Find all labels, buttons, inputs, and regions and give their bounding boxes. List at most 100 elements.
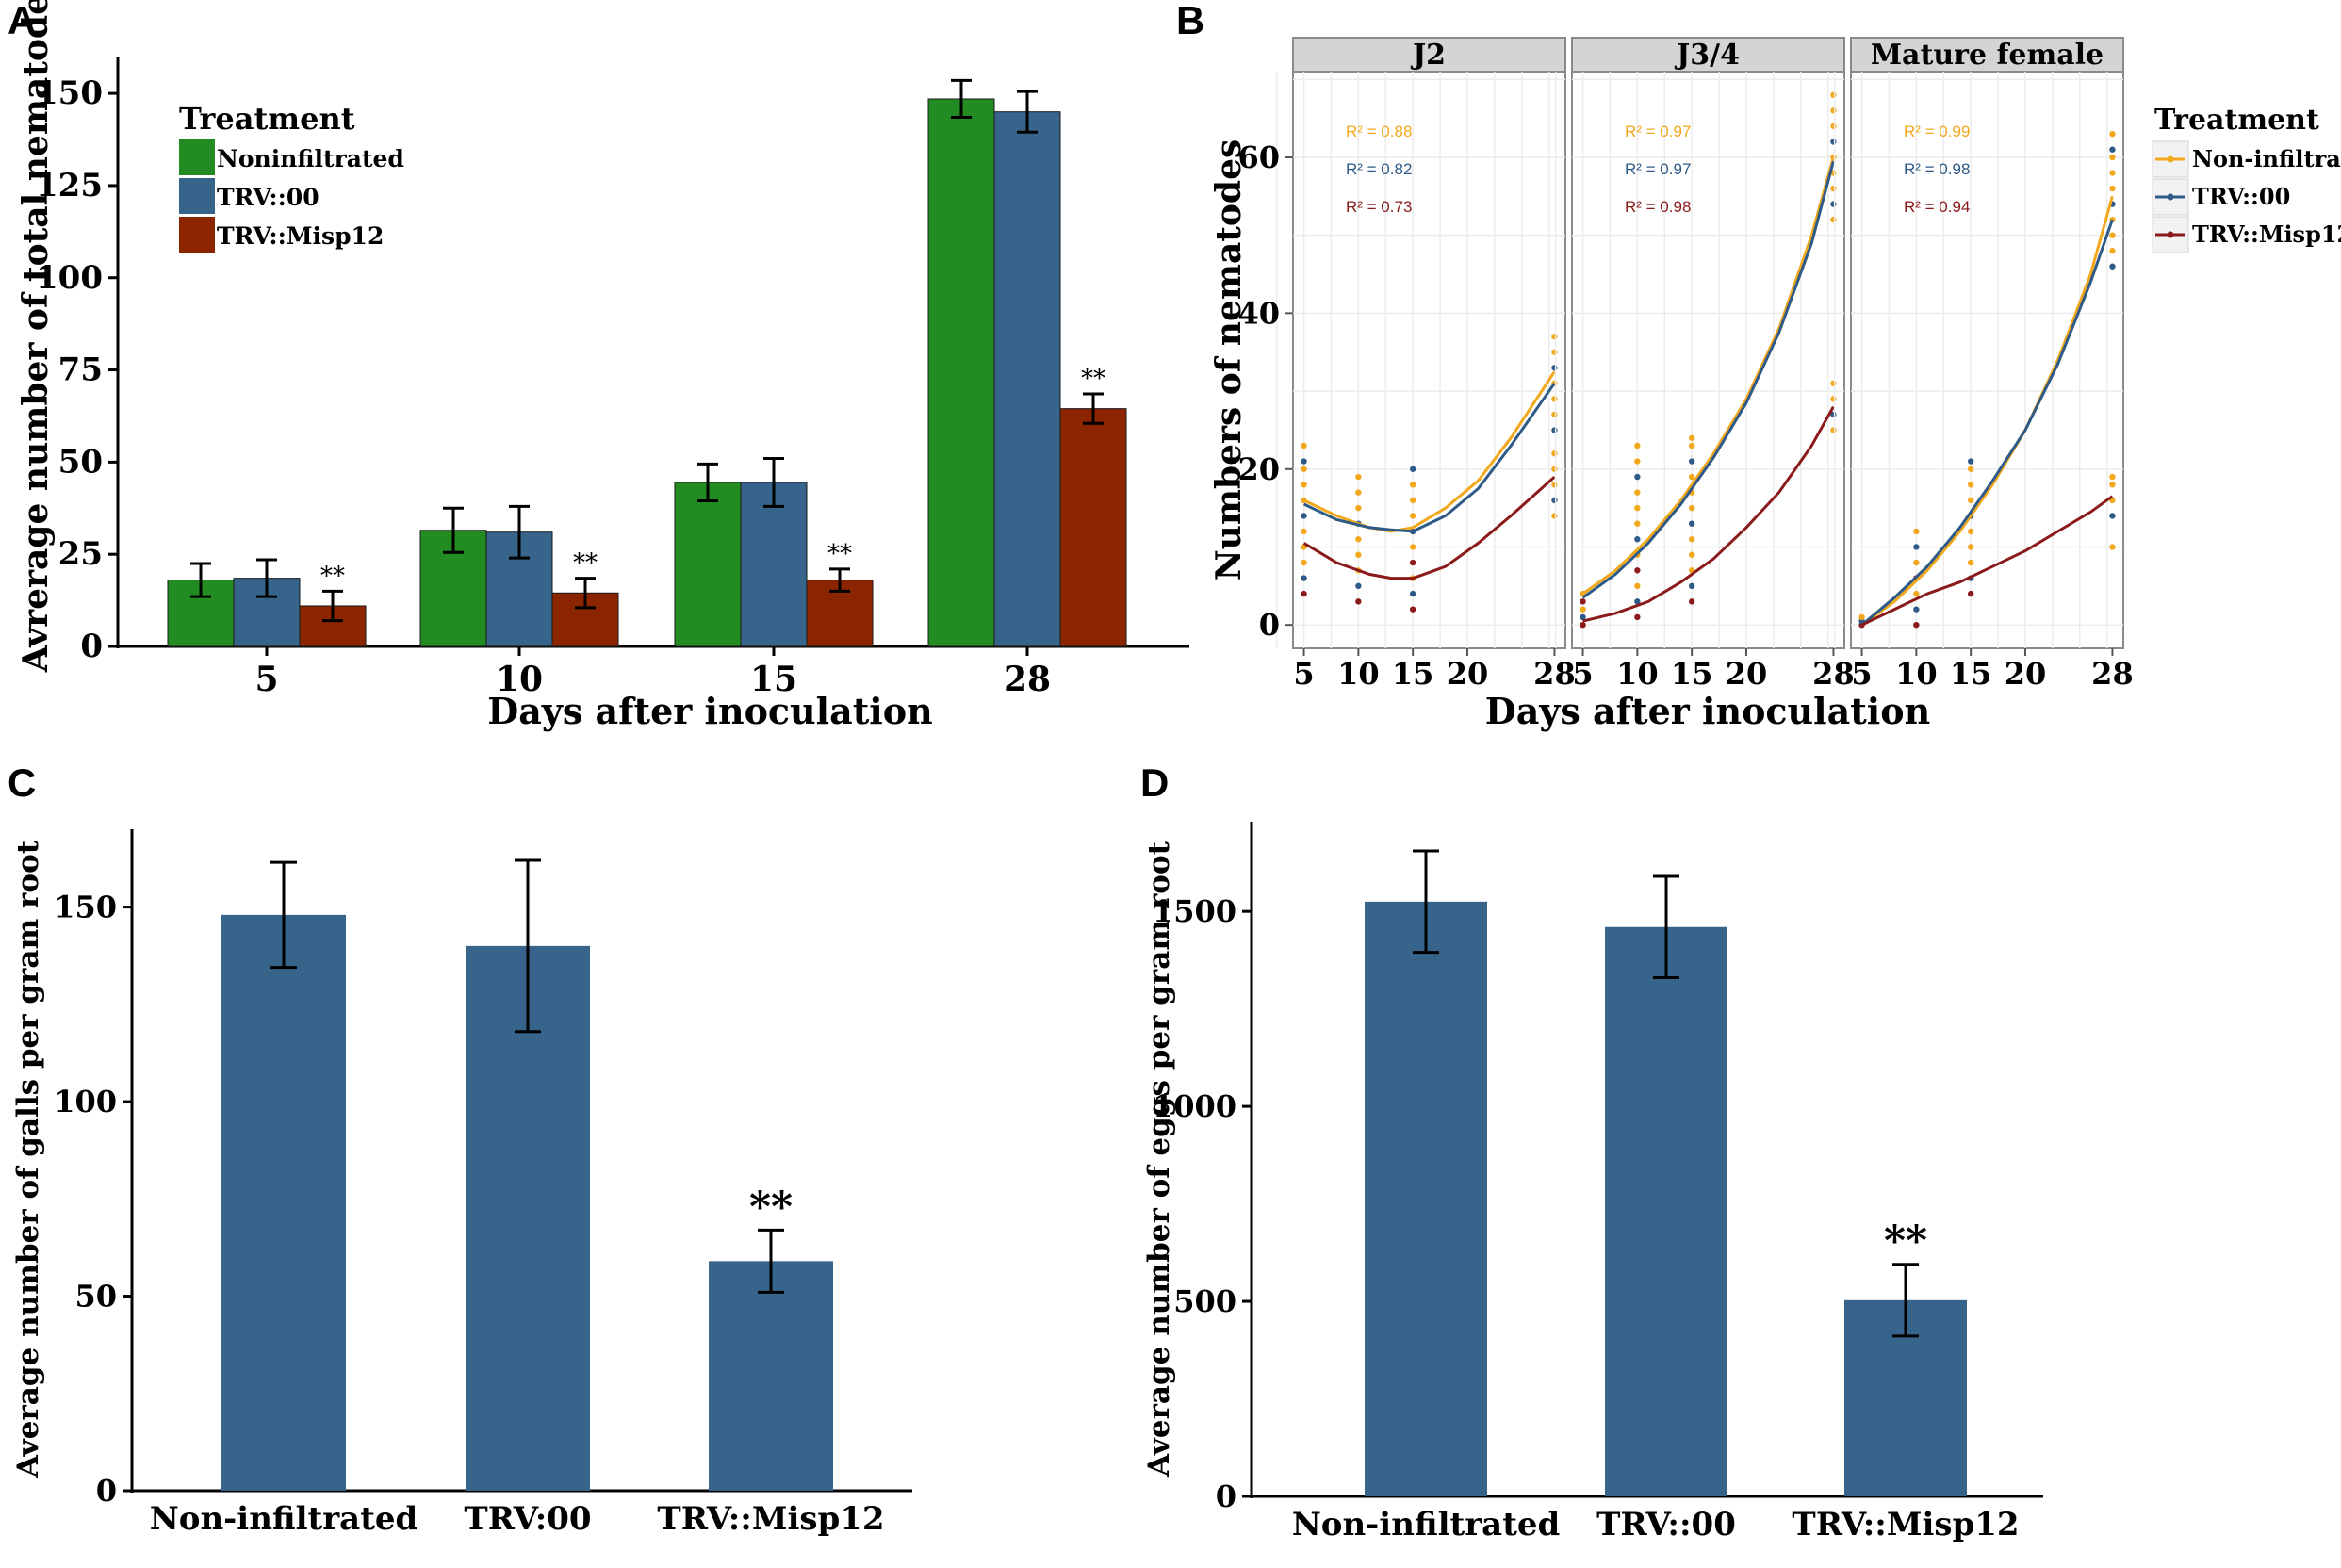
y-tick-label: 0 xyxy=(1259,607,1280,643)
data-point xyxy=(1301,466,1307,472)
r-squared-label: R² = 0.82 xyxy=(1346,160,1412,178)
facet-strip-label: Mature female xyxy=(1871,39,2104,72)
data-point xyxy=(1688,504,1695,512)
data-point xyxy=(1301,528,1307,535)
x-tick-label: 10 xyxy=(1616,656,1659,692)
data-point xyxy=(1913,590,1920,597)
x-tick-label: 28 xyxy=(1812,656,1855,692)
data-point xyxy=(1355,582,1362,590)
data-point xyxy=(1551,513,1558,519)
x-tick-label: 20 xyxy=(2005,656,2047,692)
data-point xyxy=(1409,590,1416,597)
error-bar xyxy=(515,858,541,1034)
y-tick-label: 60 xyxy=(1237,139,1280,175)
y-axis-title: Average number of eggs per gram root xyxy=(1142,841,1176,1478)
bar-noninfiltrated-day-15 xyxy=(674,482,742,647)
y-tick-label: 100 xyxy=(54,1084,117,1119)
x-tick-label: 5 xyxy=(1572,656,1593,692)
error-bar xyxy=(270,860,297,970)
panel-letter-b: B xyxy=(1176,0,1204,42)
data-point xyxy=(1301,482,1307,488)
data-point xyxy=(1634,582,1641,590)
data-point xyxy=(1355,504,1362,512)
x-tick-label: 10 xyxy=(496,660,543,699)
panel-letter-d: D xyxy=(1140,760,1169,805)
data-point xyxy=(1551,482,1558,488)
data-point xyxy=(1830,107,1837,114)
significance-marker: ** xyxy=(1884,1217,1927,1266)
error-bar xyxy=(829,567,850,593)
data-point xyxy=(1409,606,1416,612)
data-point xyxy=(1551,427,1558,433)
error-bar xyxy=(322,589,343,623)
data-point xyxy=(1634,567,1641,574)
data-point xyxy=(1355,598,1362,605)
data-point xyxy=(1688,582,1695,590)
error-bar xyxy=(256,558,277,598)
r-squared-label: R² = 0.73 xyxy=(1346,198,1412,216)
data-point xyxy=(1913,528,1920,535)
error-bar xyxy=(1892,1263,1919,1338)
data-point xyxy=(1301,442,1307,449)
facet-j3-4: J3/4 5 10 15 20 28 R² = 0.97 R² = 0.97 R² = 0.98 xyxy=(1554,37,1855,692)
fit-curve-non-infiltrated xyxy=(1860,195,2114,627)
panel-a-bar-chart: 0 25 50 75 100 125 150 5 ** 10 ** 15 ** 28 ** Days afte… xyxy=(16,0,1189,732)
data-point xyxy=(1409,482,1416,488)
y-tick-label: 40 xyxy=(1237,295,1280,331)
data-point xyxy=(1830,91,1837,99)
y-tick-label: 20 xyxy=(1237,451,1280,487)
x-tick-label: TRV::Misp12 xyxy=(657,1500,884,1538)
error-bar xyxy=(758,1228,784,1294)
r-squared-label: R² = 0.98 xyxy=(1625,198,1691,216)
bar-non-infiltrated xyxy=(1365,901,1487,1496)
y-tick-label: 100 xyxy=(36,259,103,297)
fit-curve-trv-00 xyxy=(1860,219,2114,627)
data-point xyxy=(1301,458,1307,465)
data-point xyxy=(2109,263,2116,270)
data-point xyxy=(1688,520,1695,527)
bar-noninfiltrated-day-28 xyxy=(927,98,995,647)
data-point xyxy=(1301,559,1307,566)
data-point xyxy=(1913,606,1920,612)
error-bar xyxy=(763,456,784,508)
facet-strip xyxy=(1850,37,2124,73)
data-point xyxy=(1688,473,1695,481)
legend-swatch-0 xyxy=(179,139,215,175)
x-tick-label: 15 xyxy=(1392,656,1434,692)
y-tick-label: 125 xyxy=(36,167,103,204)
legend-label-1: TRV::00 xyxy=(217,184,319,211)
x-tick-label: Non-infiltrated xyxy=(150,1500,418,1538)
fit-curve-trv-misp12 xyxy=(1582,405,1835,623)
data-point xyxy=(2109,170,2116,176)
bar-trv-00 xyxy=(466,945,590,1491)
y-axis-title: Numbers of nematodes xyxy=(1209,139,1249,581)
y-tick-label: 75 xyxy=(58,351,103,389)
data-point xyxy=(1580,606,1586,612)
data-point xyxy=(1830,122,1837,130)
data-point xyxy=(1409,559,1416,566)
data-point xyxy=(1551,333,1558,340)
data-point xyxy=(1830,427,1837,433)
data-point xyxy=(1688,442,1695,449)
data-point xyxy=(2109,130,2116,138)
y-tick-label: 1000 xyxy=(1153,1088,1236,1124)
data-point xyxy=(2109,248,2116,254)
data-point xyxy=(2109,154,2116,161)
facet-panel xyxy=(1850,71,2124,649)
y-axis-title: Avrerage number of total nematodes xyxy=(16,0,56,673)
error-bar xyxy=(697,462,718,502)
legend-label-1: TRV::00 xyxy=(2192,183,2290,210)
legend-label-2: TRV::Misp12 xyxy=(217,222,384,250)
x-tick-label: 15 xyxy=(1950,656,1992,692)
data-point xyxy=(1830,139,1837,145)
fit-curve-non-infiltrated xyxy=(1581,156,1835,596)
data-point xyxy=(1551,411,1558,418)
data-point xyxy=(2109,544,2116,550)
legend: TreatmentNoninfiltratedTRV::00TRV::Misp1… xyxy=(179,101,404,253)
fit-curve-trv-misp12 xyxy=(1302,475,1556,580)
y-tick-label: 25 xyxy=(58,535,103,573)
legend-swatch-2 xyxy=(179,217,215,253)
bar-trv-misp12-day-15 xyxy=(806,580,874,647)
